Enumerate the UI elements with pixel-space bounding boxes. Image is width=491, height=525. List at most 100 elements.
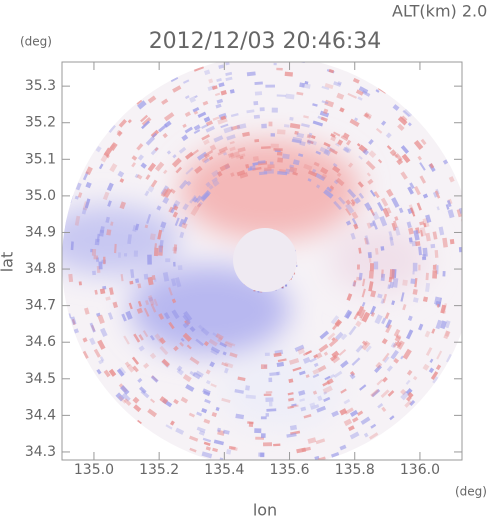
- echo-speckle: [320, 173, 328, 180]
- echo-speckle: [160, 221, 167, 229]
- echo-speckle: [260, 433, 266, 438]
- echo-speckle: [413, 185, 421, 196]
- echo-speckle: [306, 134, 312, 139]
- echo-speckle: [151, 275, 156, 280]
- echo-speckle: [75, 182, 82, 191]
- echo-speckle: [203, 116, 211, 123]
- echo-speckle: [158, 244, 163, 253]
- echo-speckle: [292, 159, 300, 166]
- echo-speckle: [173, 244, 178, 254]
- echo-speckle: [287, 392, 294, 396]
- echo-speckle: [377, 402, 384, 409]
- echo-speckle: [416, 202, 422, 211]
- echo-speckle: [292, 366, 302, 372]
- echo-speckle: [394, 335, 402, 343]
- echo-speckle: [98, 359, 104, 365]
- echo-speckle: [320, 116, 328, 122]
- echo-speckle: [405, 379, 411, 385]
- echo-speckle: [147, 162, 157, 172]
- echo-speckle: [345, 208, 352, 216]
- echo-speckle: [162, 196, 170, 205]
- echo-speckle: [336, 92, 345, 100]
- echo-speckle: [150, 303, 157, 313]
- echo-speckle: [221, 362, 229, 367]
- echo-speckle: [380, 273, 386, 281]
- x-tick-label: 135.6: [270, 462, 310, 478]
- y-tick-label: 34.7: [25, 298, 56, 314]
- echo-speckle: [339, 408, 348, 416]
- echo-speckle: [313, 362, 319, 368]
- echo-speckle: [236, 169, 246, 177]
- echo-speckle: [154, 161, 165, 172]
- echo-speckle: [143, 273, 149, 280]
- echo-speckle: [152, 132, 158, 138]
- echo-speckle: [126, 363, 135, 373]
- echo-speckle: [384, 312, 390, 320]
- echo-speckle: [245, 394, 256, 400]
- echo-speckle: [119, 201, 126, 210]
- echo-speckle: [322, 380, 330, 387]
- echo-speckle: [211, 411, 218, 418]
- echo-speckle: [375, 127, 383, 134]
- echo-speckle: [375, 361, 383, 369]
- echo-speckle: [248, 421, 254, 427]
- echo-speckle: [134, 173, 139, 179]
- echo-speckle: [361, 311, 371, 323]
- echo-speckle: [154, 243, 158, 249]
- echo-speckle: [179, 179, 188, 190]
- echo-speckle: [226, 134, 236, 141]
- echo-speckle: [203, 158, 210, 164]
- echo-speckle: [154, 147, 159, 152]
- echo-speckle: [422, 254, 426, 259]
- echo-speckle: [303, 414, 312, 419]
- echo-speckle: [268, 377, 273, 383]
- echo-speckle: [162, 271, 170, 282]
- echo-speckle: [78, 281, 82, 286]
- echo-speckle: [374, 248, 379, 255]
- echo-speckle: [218, 146, 228, 154]
- x-tick-label: 136.0: [400, 462, 440, 478]
- echo-speckle: [386, 365, 393, 372]
- echo-speckle: [140, 162, 147, 169]
- echo-speckle: [194, 95, 198, 99]
- echo-speckle: [269, 161, 274, 165]
- echo-speckle: [370, 423, 377, 429]
- echo-speckle: [319, 330, 330, 340]
- echo-speckle: [225, 62, 230, 66]
- echo-speckle: [292, 136, 303, 144]
- echo-speckle: [357, 96, 363, 101]
- echo-speckle: [316, 405, 327, 413]
- x-tick-label: 135.4: [204, 462, 244, 478]
- echo-speckle: [407, 122, 412, 127]
- echo-speckle: [319, 110, 330, 118]
- echo-speckle: [196, 426, 206, 433]
- echo-speckle: [394, 153, 403, 162]
- center-clutter: [233, 228, 297, 292]
- echo-speckle: [133, 250, 138, 257]
- echo-speckle: [297, 347, 306, 355]
- echo-speckle: [184, 111, 191, 118]
- echo-speckle: [359, 312, 366, 321]
- echo-speckle: [337, 139, 344, 146]
- echo-speckle: [201, 408, 208, 414]
- echo-speckle: [214, 92, 221, 97]
- echo-speckle: [147, 408, 158, 418]
- echo-speckle: [463, 202, 469, 208]
- echo-speckle: [217, 336, 223, 343]
- echo-speckle: [196, 411, 203, 417]
- echo-speckle: [315, 150, 322, 155]
- echo-speckle: [313, 161, 320, 167]
- echo-speckle: [161, 98, 169, 105]
- echo-speckle: [173, 205, 179, 211]
- echo-speckle: [120, 274, 124, 282]
- echo-speckle: [227, 152, 235, 158]
- y-label: lat: [0, 252, 17, 273]
- x-tick-label: 135.0: [74, 462, 114, 478]
- echo-speckle: [145, 174, 151, 180]
- echo-speckle: [361, 340, 368, 346]
- echo-speckle: [97, 314, 105, 325]
- echo-speckle: [145, 300, 150, 306]
- echo-speckle: [392, 341, 398, 348]
- echo-speckle: [261, 146, 271, 150]
- echo-speckle: [335, 177, 345, 187]
